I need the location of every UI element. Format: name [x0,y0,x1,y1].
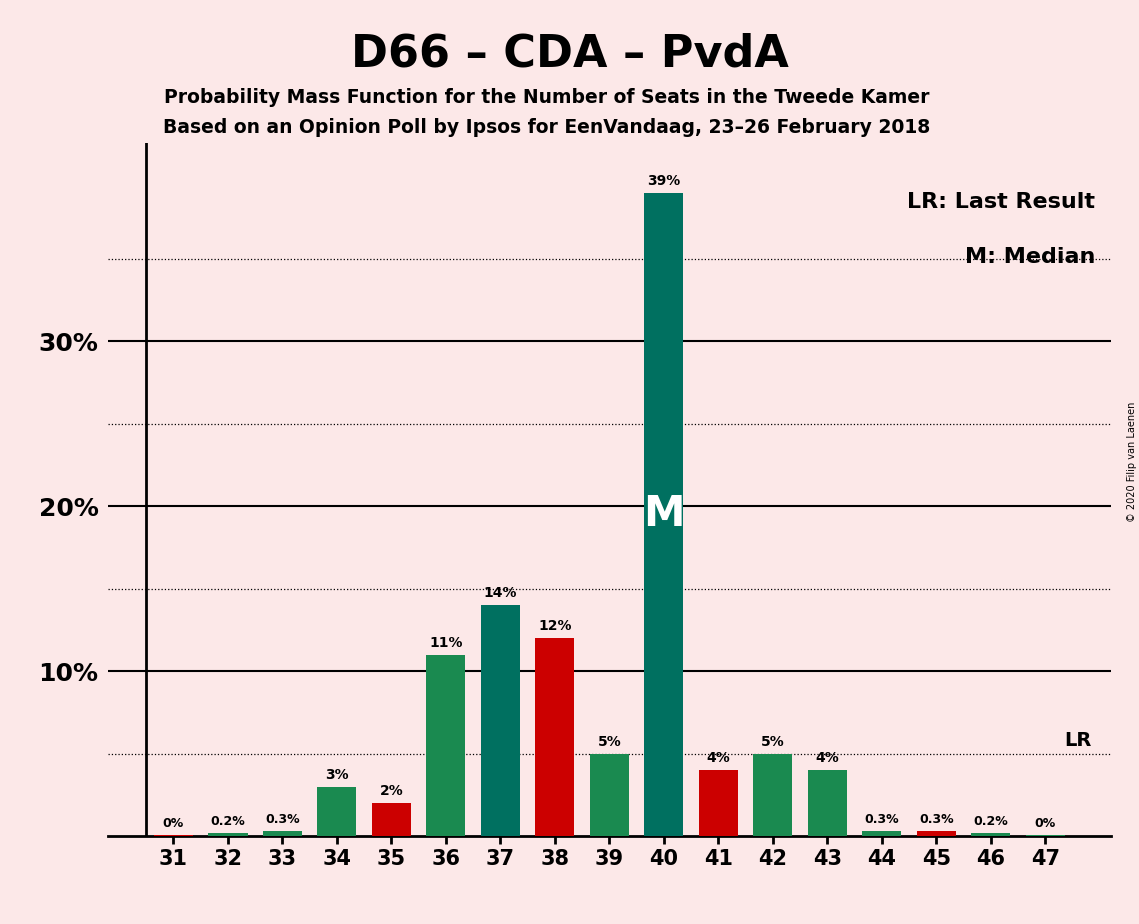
Text: 14%: 14% [484,586,517,601]
Text: 4%: 4% [706,751,730,765]
Text: 0.3%: 0.3% [865,813,899,826]
Text: 0%: 0% [1034,818,1056,831]
Text: LR: LR [1064,731,1091,749]
Text: M: Median: M: Median [965,248,1096,267]
Text: 2%: 2% [379,784,403,798]
Bar [481,605,521,836]
Text: © 2020 Filip van Laenen: © 2020 Filip van Laenen [1126,402,1137,522]
Text: D66 – CDA – PvdA: D66 – CDA – PvdA [351,32,788,76]
Text: 12%: 12% [538,619,572,633]
Bar [645,193,683,836]
Text: Probability Mass Function for the Number of Seats in the Tweede Kamer: Probability Mass Function for the Number… [164,88,929,107]
Text: 0.3%: 0.3% [919,813,953,826]
Bar [371,803,411,836]
Bar [208,833,247,836]
Text: 0.2%: 0.2% [974,815,1008,828]
Text: 0%: 0% [163,818,185,831]
Bar [318,786,357,836]
Text: 11%: 11% [429,636,462,650]
Bar [426,655,466,836]
Text: LR: Last Result: LR: Last Result [908,192,1096,212]
Bar [917,832,956,836]
Bar [808,771,847,836]
Text: 4%: 4% [816,751,839,765]
Text: 0.3%: 0.3% [265,813,300,826]
Bar [698,771,738,836]
Bar [862,832,901,836]
Bar [753,754,793,836]
Text: Based on an Opinion Poll by Ipsos for EenVandaag, 23–26 February 2018: Based on an Opinion Poll by Ipsos for Ee… [163,118,931,138]
Text: M: M [644,493,685,536]
Bar [972,833,1010,836]
Bar [263,832,302,836]
Bar [535,638,574,836]
Text: 0.2%: 0.2% [211,815,245,828]
Text: 5%: 5% [598,735,621,748]
Text: 5%: 5% [761,735,785,748]
Text: 39%: 39% [647,174,680,188]
Bar [590,754,629,836]
Text: 3%: 3% [325,768,349,782]
